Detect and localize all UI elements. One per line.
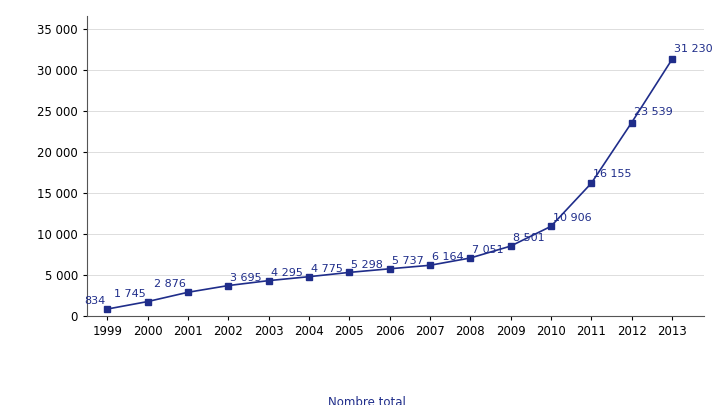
Text: 10 906: 10 906 bbox=[553, 213, 592, 223]
Text: 4 775: 4 775 bbox=[311, 264, 343, 274]
Text: 8 501: 8 501 bbox=[513, 233, 544, 243]
Text: 6 164: 6 164 bbox=[432, 252, 464, 262]
Text: 4 295: 4 295 bbox=[271, 268, 303, 278]
Text: 2 876: 2 876 bbox=[154, 279, 186, 290]
Text: 16 155: 16 155 bbox=[593, 169, 632, 179]
Text: 1 745: 1 745 bbox=[114, 289, 146, 299]
Text: 3 695: 3 695 bbox=[230, 273, 262, 283]
Text: 23 539: 23 539 bbox=[634, 107, 672, 117]
Text: 7 051: 7 051 bbox=[473, 245, 504, 255]
Text: 834: 834 bbox=[84, 296, 105, 306]
Text: 5 737: 5 737 bbox=[391, 256, 423, 266]
Legend: Nombre total
d’unités de sang placentaire: Nombre total d’unités de sang placentair… bbox=[295, 396, 497, 405]
Text: 5 298: 5 298 bbox=[351, 260, 383, 269]
Text: 31 230: 31 230 bbox=[674, 44, 713, 54]
